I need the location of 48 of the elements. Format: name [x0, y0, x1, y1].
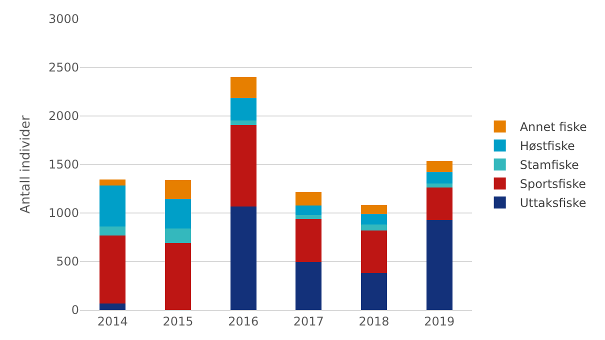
x-tick-label: 2014 — [97, 314, 128, 328]
bar — [426, 172, 452, 184]
bar — [296, 192, 322, 206]
bar — [360, 204, 388, 214]
bar — [164, 180, 192, 199]
bar — [100, 180, 126, 186]
legend-label: Stamfiske — [520, 158, 579, 172]
x-tick-label: 2016 — [228, 314, 259, 328]
bar — [100, 226, 126, 236]
legend-label: Annet fiske — [520, 120, 587, 134]
bar — [296, 262, 322, 310]
x-tick-label: 2018 — [358, 314, 390, 328]
bar — [360, 224, 388, 230]
y-axis-title: Antall individer — [18, 114, 34, 214]
bar — [230, 206, 256, 310]
bar — [100, 304, 126, 310]
bar — [164, 198, 192, 229]
legend-label: Uttaksfiske — [520, 196, 586, 210]
bar — [426, 161, 452, 172]
bar — [230, 120, 256, 126]
y-tick-label: 2500 — [48, 60, 79, 75]
y-tick-label: 0 — [71, 303, 79, 318]
legend-label: Sportsfiske — [520, 177, 586, 192]
bar — [360, 214, 388, 225]
bar — [230, 98, 256, 120]
bar — [360, 230, 388, 274]
legend-label: Høstfiske — [520, 139, 575, 154]
bar — [296, 206, 322, 215]
y-tick-label: 2000 — [48, 109, 79, 124]
bar — [100, 185, 126, 227]
x-tick-label: 2017 — [293, 314, 324, 328]
bar — [230, 77, 256, 98]
y-tick-label: 1000 — [48, 206, 79, 220]
bar — [360, 273, 388, 310]
y-tick-label: 1500 — [48, 158, 79, 172]
y-tick-label: 500 — [56, 254, 79, 269]
bar — [426, 183, 452, 188]
bar — [426, 187, 452, 220]
x-tick-label: 2015 — [162, 314, 194, 328]
bar — [100, 235, 126, 304]
bar — [230, 125, 256, 207]
y-tick-label: 3000 — [48, 12, 79, 26]
bar — [164, 228, 192, 244]
bar — [426, 220, 452, 310]
x-tick-label: 2019 — [424, 314, 455, 328]
bar — [296, 214, 322, 219]
bar — [164, 243, 192, 310]
bar — [296, 218, 322, 262]
